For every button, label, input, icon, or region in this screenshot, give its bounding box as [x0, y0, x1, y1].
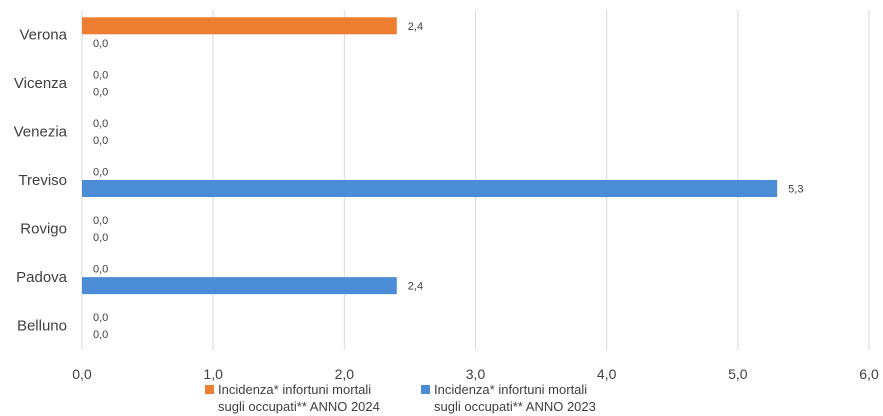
- data-label: 0,0: [93, 215, 108, 227]
- legend-item-2023: Incidenza* infortuni mortali sugli occup…: [421, 381, 609, 415]
- x-tick-label: 3,0: [466, 366, 486, 382]
- data-label: 0,0: [93, 86, 108, 98]
- bars: [82, 17, 778, 295]
- data-label: 0,0: [93, 69, 108, 81]
- legend-label-2024: Incidenza* infortuni mortali sugli occup…: [218, 382, 380, 414]
- x-tick-label: 5,0: [728, 366, 748, 382]
- bar-2024-verona: [82, 17, 397, 35]
- data-label: 2,4: [408, 21, 423, 33]
- bar-2023-padova: [82, 277, 397, 295]
- x-tick-label: 4,0: [597, 366, 617, 382]
- data-label: 0,0: [93, 135, 108, 147]
- legend-swatch-2024: [205, 385, 214, 394]
- category-label: Padova: [16, 269, 68, 286]
- data-label: 0,0: [93, 264, 108, 276]
- x-tick-labels: 0,0 1,0 2,0 3,0 4,0 5,0 6,0: [72, 366, 879, 382]
- legend: Incidenza* infortuni mortali sugli occup…: [205, 381, 609, 415]
- data-label: 0,0: [93, 167, 108, 179]
- x-tick-label: 6,0: [859, 366, 879, 382]
- data-label: 0,0: [93, 118, 108, 130]
- category-label: Treviso: [18, 172, 67, 189]
- category-label: Belluno: [17, 318, 67, 335]
- data-label: 0,0: [93, 232, 108, 244]
- x-tick-label: 2,0: [335, 366, 355, 382]
- legend-label-2023: Incidenza* infortuni mortali sugli occup…: [434, 382, 596, 414]
- category-label: Rovigo: [20, 221, 67, 238]
- data-label: 0,0: [93, 38, 108, 50]
- category-label: Verona: [19, 26, 67, 43]
- data-labels: 2,4 0,0 0,0 0,0 0,0 0,0 0,0 5,3 0,0 0,0 0,0 2,4 0,0 0…: [93, 21, 803, 341]
- x-tick-label: 1,0: [203, 366, 223, 382]
- bar-2023-treviso: [82, 180, 778, 197]
- data-label: 0,0: [93, 312, 108, 324]
- category-label: Vicenza: [14, 75, 68, 92]
- legend-item-2024: Incidenza* infortuni mortali sugli occup…: [205, 381, 393, 415]
- x-tick-label: 0,0: [72, 366, 92, 382]
- category-label: Venezia: [14, 123, 68, 140]
- data-label: 5,3: [788, 184, 803, 196]
- legend-swatch-2023: [421, 385, 430, 394]
- data-label: 0,0: [93, 329, 108, 341]
- data-label: 2,4: [408, 281, 423, 293]
- category-labels: Verona Vicenza Venezia Treviso Rovigo Padova B…: [14, 26, 68, 334]
